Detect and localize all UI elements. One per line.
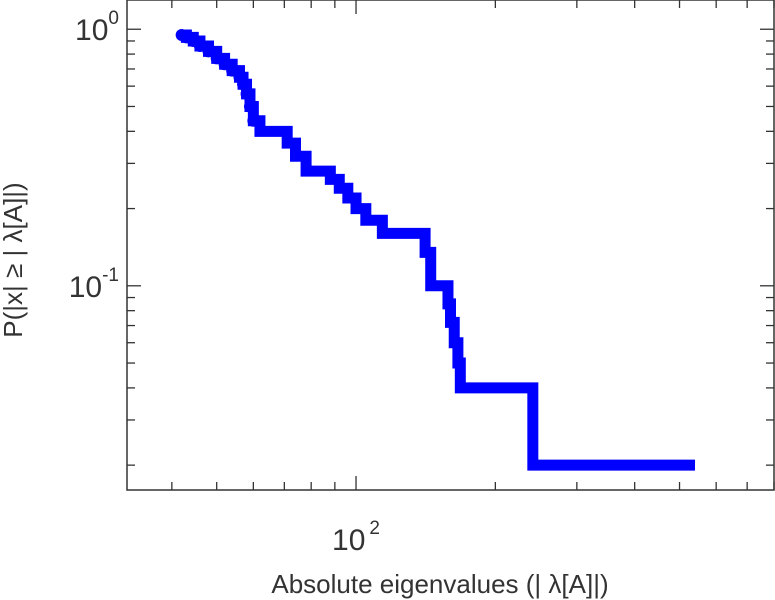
x-tick-label: 10 2 [332, 518, 380, 557]
y-tick-label: 100 [75, 8, 119, 47]
y-axis-label: P(|x| ≥ | λ[A]|) [0, 182, 28, 337]
plot-frame [126, 0, 775, 491]
series-layer [175, 28, 695, 471]
data-point [193, 40, 206, 53]
data-point [237, 78, 250, 91]
tick-labels: 10 2 100 10-1 [69, 8, 380, 557]
x-axis-label: Absolute eigenvalues (| λ[A]|) [271, 569, 608, 599]
axis-ticks [127, 0, 775, 490]
data-point [202, 45, 215, 58]
data-point [243, 100, 256, 113]
y-tick-label: 10-1 [69, 265, 119, 304]
data-point [247, 114, 260, 127]
data-point [240, 87, 253, 100]
series-step-line [180, 29, 695, 471]
